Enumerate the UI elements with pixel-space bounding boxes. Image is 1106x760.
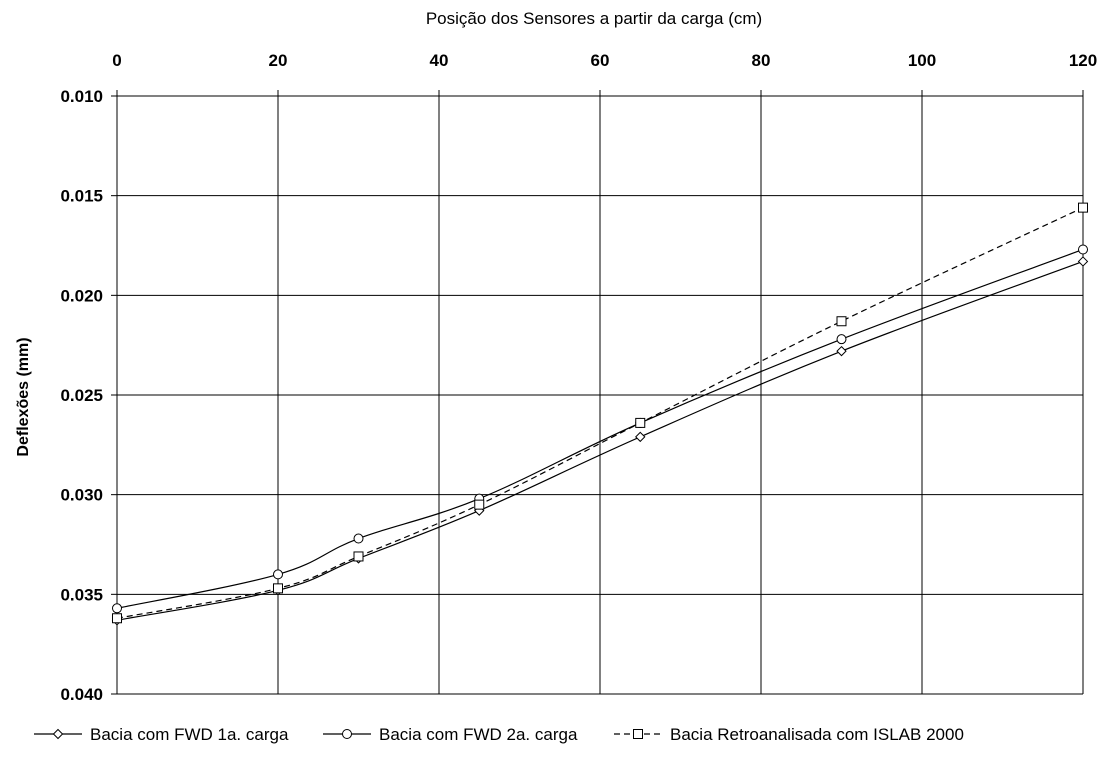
y-tick-label: 0.025 [60,386,103,405]
data-point-islab-2000 [273,583,283,594]
data-point-fwd-2a-carga [353,533,364,544]
legend-label: Bacia Retroanalisada com ISLAB 2000 [670,725,964,744]
data-point-islab-2000 [836,316,847,327]
legend-label: Bacia com FWD 1a. carga [90,725,289,744]
series-islab-2000 [112,202,1088,624]
y-tick-label: 0.040 [60,685,103,704]
axes: 0 20 40 60 80 100 120 0.010 0.015 0.020 0.025 0.030… [60,51,1097,704]
data-point-fwd-2a-carga [273,569,283,580]
y-axis-title: Deflexões (mm) [15,337,32,456]
legend-marker-square-icon [633,729,643,739]
legend: Bacia com FWD 1a. carga Bacia com FWD 2a.… [34,725,964,744]
legend-marker-circle-icon [342,729,352,739]
y-tick-label: 0.020 [60,286,103,305]
data-point-islab-2000 [112,613,122,624]
data-point-islab-2000 [1078,202,1088,213]
x-tick-label: 120 [1069,51,1097,70]
x-axis-title: Posição dos Sensores a partir da carga (… [426,9,762,28]
x-tick-label: 60 [591,51,610,70]
data-point-fwd-1a-carga [836,345,847,357]
x-tick-label: 0 [112,51,121,70]
y-tick-label: 0.015 [60,187,103,206]
data-point-fwd-1a-carga [1077,256,1089,267]
legend-label: Bacia com FWD 2a. carga [379,725,578,744]
data-point-fwd-1a-carga [635,431,646,443]
data-point-fwd-2a-carga [1078,244,1088,255]
y-tick-label: 0.035 [60,585,103,604]
series-group [111,202,1089,626]
x-tick-label: 80 [752,51,771,70]
data-point-fwd-2a-carga [836,334,847,345]
x-tick-label: 20 [269,51,288,70]
data-point-fwd-2a-carga [112,603,122,614]
data-point-islab-2000 [635,417,646,428]
legend-item-islab-2000: Bacia Retroanalisada com ISLAB 2000 [614,725,964,744]
legend-item-fwd-1a-carga: Bacia com FWD 1a. carga [34,725,289,744]
x-tick-label: 40 [430,51,449,70]
data-point-islab-2000 [474,499,485,510]
data-point-islab-2000 [353,551,364,562]
legend-item-fwd-2a-carga: Bacia com FWD 2a. carga [323,725,578,744]
x-tick-label: 100 [908,51,936,70]
y-tick-label: 0.010 [60,87,103,106]
y-tick-label: 0.030 [60,486,103,505]
legend-marker-diamond-icon [52,728,64,740]
grid [116,95,1084,695]
